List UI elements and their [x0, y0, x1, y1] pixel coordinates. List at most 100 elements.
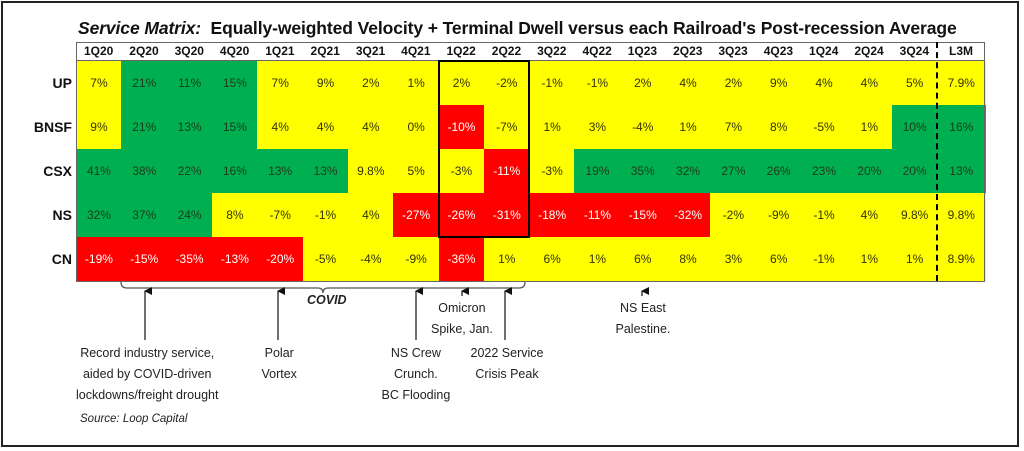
column-header-1q24: 1Q24	[809, 44, 839, 58]
cell-cn-4q21: -9%	[393, 237, 440, 281]
column-header-4q21: 4Q21	[401, 44, 431, 58]
cell-ns-4q20: 8%	[211, 193, 258, 237]
annotation-line: NS East	[620, 301, 666, 315]
column-header-2q21: 2Q21	[310, 44, 340, 58]
cell-bnsf-3q21: 4%	[347, 105, 394, 149]
cell-cn-1q20: -19%	[76, 237, 122, 281]
annotation-2q22: 2022 Service Crisis Peak	[471, 343, 544, 385]
row-label-up: UP	[52, 75, 72, 91]
cell-bnsf-4q23: 8%	[755, 105, 802, 149]
annotation-line: Polar	[264, 346, 294, 360]
cell-up-4q21: 1%	[393, 61, 440, 105]
column-header-4q22: 4Q22	[582, 44, 612, 58]
cell-cn-2q22: 1%	[483, 237, 530, 281]
column-header-1q22: 1Q22	[446, 44, 476, 58]
cell-bnsf-l3m: 16%	[937, 105, 986, 149]
column-header-3q22: 3Q22	[537, 44, 567, 58]
cell-bnsf-2q24: 1%	[846, 105, 893, 149]
cell-bnsf-1q21: 4%	[257, 105, 304, 149]
cell-cn-1q23: 6%	[619, 237, 666, 281]
cell-up-2q23: 4%	[665, 61, 711, 105]
column-header-1q21: 1Q21	[265, 44, 295, 58]
cell-ns-4q22: -11%	[574, 193, 621, 237]
cell-cn-2q23: 8%	[665, 237, 711, 281]
cell-cn-2q24: 1%	[846, 237, 893, 281]
cell-bnsf-1q23: -4%	[619, 105, 666, 149]
cell-up-2q22: -2%	[483, 61, 530, 105]
annotation-1q21: Polar Vortex	[262, 343, 297, 385]
cell-up-2q24: 4%	[846, 61, 893, 105]
annotation-1q23: NS East Palestine.	[616, 298, 671, 340]
source-note: Source: Loop Capital	[80, 413, 188, 425]
annotation-line: Palestine.	[615, 322, 671, 336]
cell-csx-2q21: 13%	[302, 149, 349, 193]
cell-csx-4q22: 19%	[574, 149, 621, 193]
column-header-2q23: 2Q23	[673, 44, 703, 58]
cell-bnsf-3q23: 7%	[710, 105, 757, 149]
annotation-line: 2022 Service	[470, 346, 544, 360]
cell-ns-2q23: -32%	[665, 193, 711, 237]
row-label-csx: CSX	[43, 163, 72, 179]
cell-ns-3q24: 9.8%	[891, 193, 938, 237]
cell-csx-3q21: 9.8%	[347, 149, 394, 193]
cell-cn-1q22: -36%	[438, 237, 485, 281]
cell-ns-1q21: -7%	[257, 193, 304, 237]
cell-bnsf-1q22: -10%	[438, 105, 485, 149]
annotation-4q21: NS Crew Crunch. BC Flooding	[382, 343, 451, 406]
cell-csx-4q21: 5%	[393, 149, 440, 193]
cell-cn-3q24: 1%	[891, 237, 938, 281]
cell-cn-3q22: 6%	[529, 237, 576, 281]
cell-ns-1q24: -1%	[801, 193, 847, 237]
cell-up-4q22: -1%	[574, 61, 621, 105]
cell-csx-4q23: 26%	[755, 149, 802, 193]
cell-up-3q20: 11%	[166, 61, 213, 105]
column-header-3q24: 3Q24	[899, 44, 929, 58]
cell-bnsf-3q24: 10%	[891, 105, 938, 149]
title-prefix: Service Matrix:	[78, 18, 202, 38]
column-header-2q22: 2Q22	[491, 44, 522, 58]
cell-ns-2q22: -31%	[483, 193, 530, 237]
cell-csx-4q20: 16%	[211, 149, 258, 193]
cell-ns-1q23: -15%	[619, 193, 666, 237]
cell-up-1q24: 4%	[801, 61, 847, 105]
annotation-line: Vortex	[261, 367, 297, 381]
annotation-2q20: Record industry service, aided by COVID-d…	[76, 343, 218, 406]
row-label-bnsf: BNSF	[33, 119, 72, 135]
cell-csx-1q23: 35%	[619, 149, 666, 193]
annotation-line: Spike, Jan.	[431, 322, 493, 336]
cell-up-l3m: 7.9%	[937, 61, 986, 105]
cell-up-1q23: 2%	[619, 61, 666, 105]
row-label-ns: NS	[52, 207, 72, 223]
cell-csx-3q24: 20%	[891, 149, 938, 193]
cell-bnsf-3q20: 13%	[166, 105, 213, 149]
l3m-separator	[936, 42, 938, 281]
cell-ns-2q20: 37%	[121, 193, 168, 237]
annotation-line: Crunch.	[394, 367, 438, 381]
annotation-line: aided by COVID-driven	[82, 367, 212, 381]
title-text: Equally-weighted Velocity + Terminal Dwe…	[210, 18, 957, 38]
cell-csx-1q21: 13%	[257, 149, 304, 193]
cell-ns-4q23: -9%	[755, 193, 802, 237]
cell-cn-4q20: -13%	[211, 237, 258, 281]
cell-cn-3q20: -35%	[166, 237, 213, 281]
cell-csx-3q22: -3%	[529, 149, 576, 193]
annotation-line: Record industry service,	[80, 346, 215, 360]
column-header-3q23: 3Q23	[718, 44, 748, 58]
cell-up-1q20: 7%	[76, 61, 122, 105]
cell-bnsf-1q20: 9%	[76, 105, 122, 149]
cell-up-1q21: 7%	[257, 61, 304, 105]
cell-bnsf-4q21: 0%	[393, 105, 440, 149]
cell-csx-2q20: 38%	[121, 149, 168, 193]
cell-up-3q24: 5%	[891, 61, 938, 105]
cell-cn-2q21: -5%	[302, 237, 349, 281]
cell-up-4q20: 15%	[211, 61, 258, 105]
cell-csx-l3m: 13%	[937, 149, 986, 193]
annotation-line: lockdowns/freight drought	[76, 388, 219, 402]
cell-bnsf-4q20: 15%	[211, 105, 258, 149]
column-header-1q23: 1Q23	[627, 44, 658, 58]
cell-ns-2q24: 4%	[846, 193, 893, 237]
cell-csx-1q22: -3%	[438, 149, 485, 193]
annotation-line: Omicron	[438, 301, 486, 315]
